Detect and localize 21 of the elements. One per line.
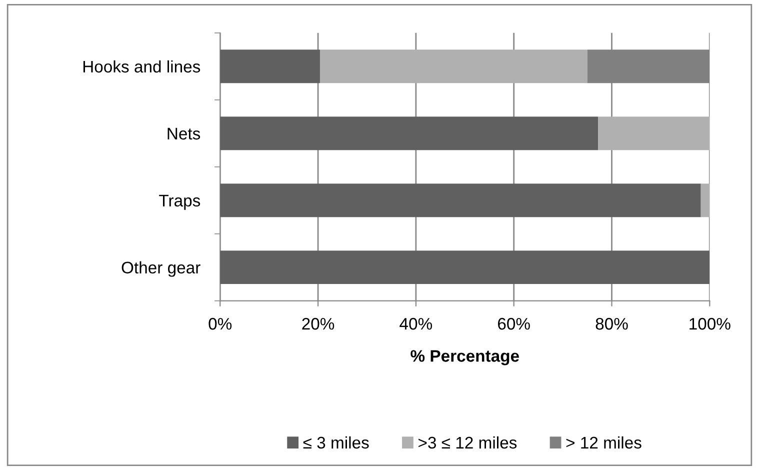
x-axis-title: % Percentage [410,350,519,366]
x-tick-label: 80% [596,318,628,330]
legend-label: >3 ≤ 12 miles [418,436,517,449]
x-tick-label: 100% [690,318,730,330]
bar [700,184,710,218]
bar [598,116,710,150]
bar [220,50,320,84]
x-tick-label: 0% [208,318,232,330]
y-tick-label: Other gear [122,261,200,277]
bar [220,184,701,218]
legend-label: > 12 miles [566,436,642,449]
y-tick-label: Traps [159,194,200,210]
x-tick-label: 20% [302,318,334,330]
bar [220,116,598,150]
bar [220,250,710,284]
x-tick-label: 40% [400,318,432,330]
legend-label: ≤ 3 miles [303,436,369,449]
y-tick-label: Nets [168,128,200,140]
bar [320,50,588,84]
x-tick-label: 60% [498,318,530,330]
y-tick-label: Hooks and lines [83,60,200,73]
